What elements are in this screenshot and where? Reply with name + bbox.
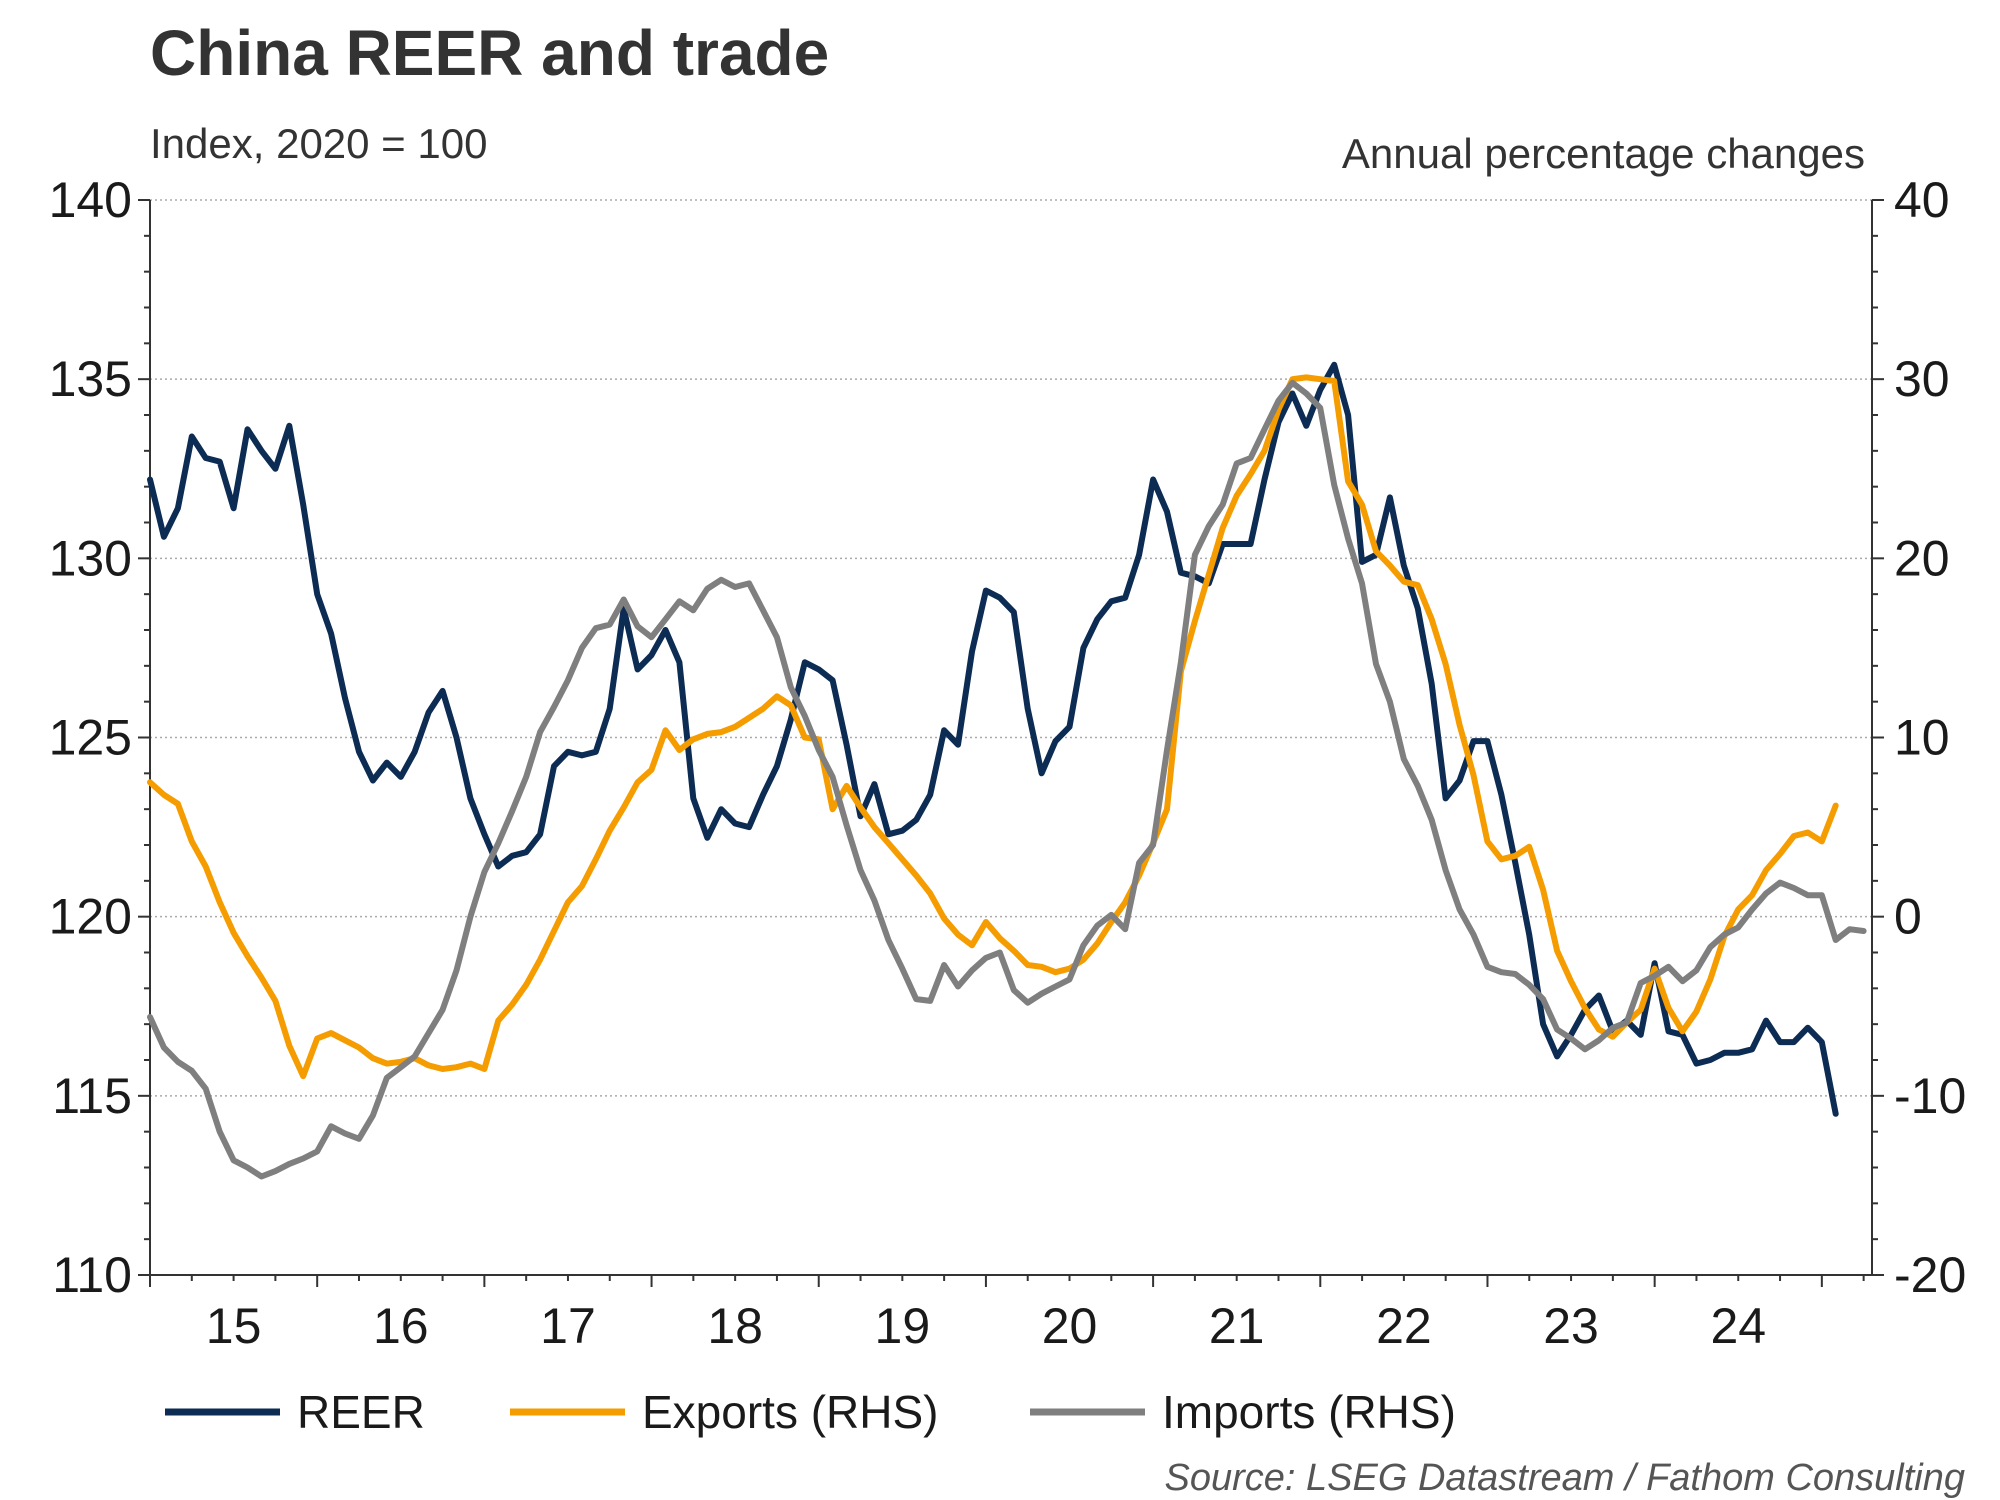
y-left-tick-label: 115 — [52, 1068, 132, 1124]
y-left-tick-label: 135 — [49, 351, 132, 407]
legend-label: Exports (RHS) — [642, 1386, 938, 1438]
x-tick-label: 15 — [206, 1298, 262, 1354]
y-left-tick-label: 125 — [49, 710, 132, 766]
grid-lines — [150, 199, 1872, 1097]
y-left-tick-label: 130 — [49, 530, 132, 586]
y-right-tick-label: 0 — [1894, 889, 1922, 945]
series-line-imports-rhs — [147, 379, 1867, 1180]
x-tick-label: 17 — [540, 1298, 596, 1354]
x-tick-label: 23 — [1543, 1298, 1599, 1354]
y-right-tick-label: 10 — [1894, 710, 1950, 766]
y-right-tick-label: 40 — [1894, 172, 1950, 228]
y-left-tick-label: 120 — [49, 889, 132, 945]
x-tick-label: 22 — [1376, 1298, 1432, 1354]
x-tick-label: 21 — [1209, 1298, 1265, 1354]
left-axis-label: Index, 2020 = 100 — [150, 120, 487, 167]
x-tick-label: 16 — [373, 1298, 429, 1354]
series-lines — [147, 361, 1867, 1180]
y-right-tick-label: -10 — [1894, 1068, 1966, 1124]
tick-labels: 110 -20 115 -10 120 0 125 10 130 20 135 30 140 40 15 16… — [49, 172, 1967, 1354]
x-tick-label: 19 — [875, 1298, 931, 1354]
y-left-tick-label: 110 — [52, 1247, 132, 1303]
legend: REER Exports (RHS) Imports (RHS) — [165, 1386, 1456, 1438]
series-line-reer — [147, 361, 1839, 1117]
legend-label: Imports (RHS) — [1162, 1386, 1456, 1438]
x-tick-label: 20 — [1042, 1298, 1098, 1354]
right-axis-label: Annual percentage changes — [1342, 130, 1865, 177]
x-tick-label: 24 — [1710, 1298, 1766, 1354]
axes — [138, 199, 1884, 1287]
x-tick-label: 18 — [707, 1298, 763, 1354]
y-right-tick-label: 20 — [1894, 530, 1950, 586]
legend-label: REER — [297, 1386, 425, 1438]
y-right-tick-label: -20 — [1894, 1247, 1966, 1303]
source-note: Source: LSEG Datastream / Fathom Consult… — [1165, 1457, 1965, 1499]
chart-title: China REER and trade — [150, 17, 829, 89]
series-line-exports-rhs — [147, 374, 1839, 1080]
y-left-tick-label: 140 — [49, 172, 132, 228]
y-right-tick-label: 30 — [1894, 351, 1950, 407]
